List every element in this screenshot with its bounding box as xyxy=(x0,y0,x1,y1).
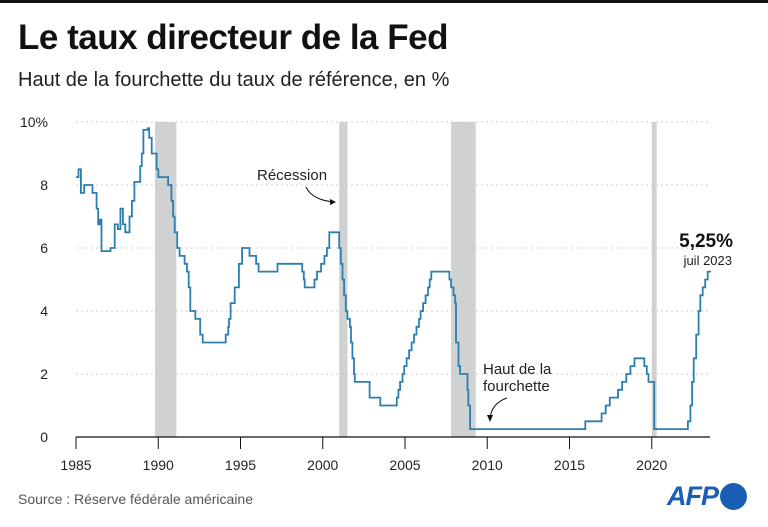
upper-label: Haut de la fourchette xyxy=(483,361,552,395)
y-tick-label: 10% xyxy=(20,114,48,130)
recession-label: Récession xyxy=(257,167,327,184)
rate-line xyxy=(76,127,711,430)
upper-arrowhead xyxy=(487,415,493,422)
x-tick-label: 2005 xyxy=(389,457,420,473)
y-tick-label: 2 xyxy=(40,366,48,382)
recession-band xyxy=(651,122,657,437)
x-tick-label: 2020 xyxy=(636,457,667,473)
y-tick-label: 8 xyxy=(40,177,48,193)
recession-band xyxy=(451,122,476,437)
y-tick-label: 4 xyxy=(40,303,48,319)
x-tick-label: 1995 xyxy=(225,457,256,473)
x-tick-label: 1990 xyxy=(143,457,174,473)
last-date-label: juil 2023 xyxy=(683,253,732,268)
top-rule xyxy=(0,0,768,3)
y-tick-label: 0 xyxy=(40,429,48,445)
afp-logo-dot xyxy=(720,483,747,510)
y-tick-label: 6 xyxy=(40,240,48,256)
chart-subtitle: Haut de la fourchette du taux de référen… xyxy=(18,69,450,91)
x-tick-label: 1985 xyxy=(60,457,91,473)
recession-arrowhead xyxy=(330,199,336,205)
x-tick-label: 2015 xyxy=(554,457,585,473)
x-tick-label: 2000 xyxy=(307,457,338,473)
x-tick-label: 2010 xyxy=(472,457,503,473)
upper-label-line: Haut de la xyxy=(483,361,552,378)
chart-title: Le taux directeur de la Fed xyxy=(18,18,448,57)
recession-arrow xyxy=(305,186,335,203)
upper-label-line: fourchette xyxy=(483,378,550,395)
afp-logo-text: AFP xyxy=(667,481,719,511)
afp-logo: AFP xyxy=(667,481,747,512)
source-note: Source : Réserve fédérale américaine xyxy=(18,491,254,507)
last-value-label: 5,25% xyxy=(679,231,733,252)
